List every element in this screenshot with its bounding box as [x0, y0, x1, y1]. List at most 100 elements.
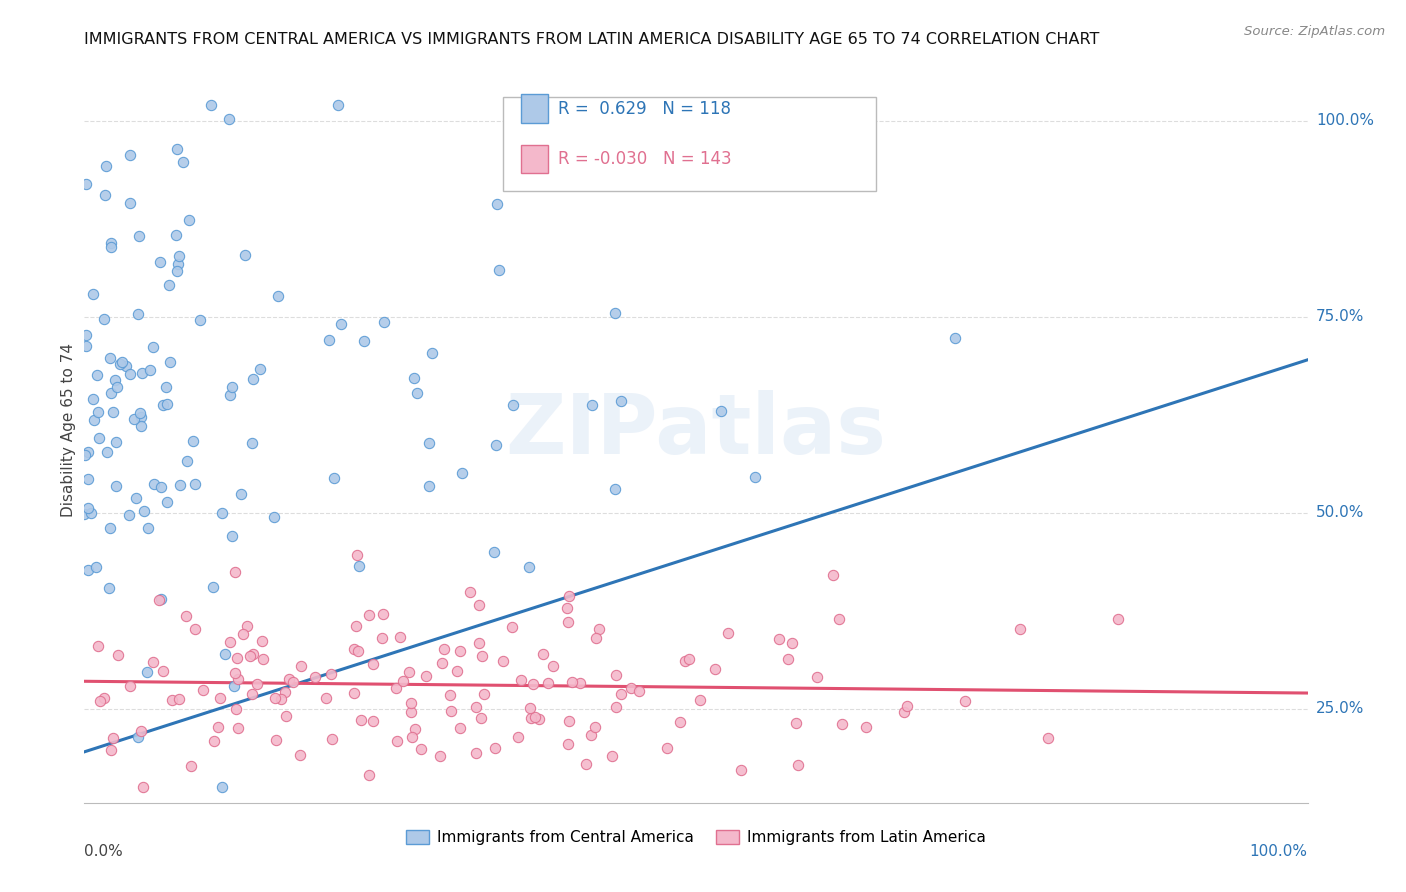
- Point: [432, 656, 454, 670]
- Point: [536, 676, 558, 690]
- Point: [139, 363, 162, 377]
- Point: [440, 704, 463, 718]
- Point: [131, 410, 153, 425]
- Point: [93, 691, 115, 706]
- Point: [77, 564, 100, 578]
- Text: R = -0.030   N = 143: R = -0.030 N = 143: [558, 150, 731, 169]
- Point: [433, 642, 456, 657]
- Point: [281, 674, 304, 689]
- Point: [620, 681, 643, 695]
- Point: [321, 731, 343, 746]
- Point: [787, 757, 810, 772]
- Point: [176, 608, 198, 623]
- Point: [744, 469, 766, 483]
- Point: [242, 647, 264, 661]
- Point: [519, 711, 541, 725]
- Point: [399, 696, 422, 710]
- Point: [471, 649, 494, 664]
- Point: [468, 636, 491, 650]
- Point: [129, 418, 152, 433]
- Point: [531, 647, 554, 661]
- FancyBboxPatch shape: [522, 145, 548, 173]
- Point: [1010, 622, 1032, 636]
- Point: [98, 581, 121, 595]
- Point: [127, 731, 149, 745]
- Point: [129, 406, 152, 420]
- Point: [953, 694, 976, 708]
- Legend: Immigrants from Central America, Immigrants from Latin America: Immigrants from Central America, Immigra…: [399, 823, 993, 851]
- Point: [627, 683, 650, 698]
- Point: [290, 747, 312, 762]
- Point: [104, 434, 127, 449]
- Point: [557, 601, 579, 615]
- Point: [558, 589, 581, 603]
- Point: [76, 327, 98, 342]
- Point: [782, 636, 804, 650]
- Point: [464, 746, 486, 760]
- Text: 100.0%: 100.0%: [1250, 844, 1308, 859]
- Point: [290, 658, 312, 673]
- Point: [108, 357, 131, 371]
- Point: [84, 560, 107, 574]
- Point: [136, 665, 159, 679]
- Point: [346, 548, 368, 562]
- Point: [226, 672, 249, 686]
- Point: [785, 716, 807, 731]
- Point: [218, 112, 240, 127]
- Point: [411, 742, 433, 756]
- Point: [828, 612, 851, 626]
- Point: [385, 681, 408, 695]
- Point: [491, 653, 513, 667]
- Point: [136, 521, 159, 535]
- Point: [347, 558, 370, 573]
- Point: [77, 445, 100, 459]
- Point: [527, 712, 550, 726]
- Point: [263, 510, 285, 524]
- Point: [232, 627, 254, 641]
- Point: [541, 659, 564, 673]
- Point: [87, 639, 110, 653]
- Point: [239, 649, 262, 664]
- Point: [83, 413, 105, 427]
- Point: [484, 741, 506, 756]
- Point: [329, 317, 352, 331]
- Point: [211, 506, 233, 520]
- Point: [468, 599, 491, 613]
- Point: [169, 477, 191, 491]
- Point: [127, 307, 149, 321]
- Point: [179, 212, 201, 227]
- Point: [450, 466, 472, 480]
- Point: [371, 631, 394, 645]
- Point: [143, 476, 166, 491]
- Point: [167, 249, 190, 263]
- Point: [167, 257, 190, 271]
- Point: [449, 721, 471, 735]
- Point: [80, 506, 103, 520]
- Point: [315, 691, 337, 706]
- Point: [519, 700, 541, 714]
- Point: [233, 248, 256, 262]
- FancyBboxPatch shape: [522, 95, 548, 123]
- Point: [148, 255, 170, 269]
- Point: [184, 476, 207, 491]
- Point: [132, 780, 155, 794]
- Point: [221, 380, 243, 394]
- Point: [252, 634, 274, 648]
- Point: [398, 665, 420, 679]
- Point: [150, 592, 173, 607]
- Point: [160, 693, 183, 707]
- Point: [488, 262, 510, 277]
- Point: [249, 362, 271, 376]
- Point: [267, 288, 290, 302]
- Point: [152, 398, 174, 412]
- Point: [418, 436, 440, 450]
- Point: [399, 705, 422, 719]
- Point: [1107, 612, 1129, 626]
- Point: [730, 764, 752, 778]
- Point: [343, 641, 366, 656]
- Point: [776, 652, 799, 666]
- Text: R =  0.629   N = 118: R = 0.629 N = 118: [558, 100, 731, 118]
- Point: [610, 687, 633, 701]
- Point: [344, 619, 367, 633]
- Point: [502, 398, 524, 412]
